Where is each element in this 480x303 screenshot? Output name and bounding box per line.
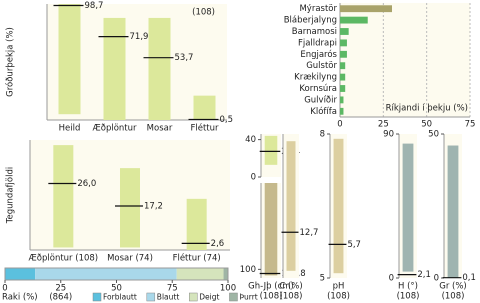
bar xyxy=(340,50,347,58)
y-tick-label: 0 xyxy=(389,274,394,284)
x-tick-label: Æðplöntur xyxy=(92,124,137,134)
bar xyxy=(340,85,346,92)
x-tick-label: 0 xyxy=(337,120,342,130)
y-tick-label: Mýrastör xyxy=(299,4,337,14)
annotation: (108) xyxy=(397,292,420,302)
y-tick-label: Klófífa xyxy=(310,106,337,117)
y-tick-label: Bláberjalyng xyxy=(284,16,337,26)
value-label: 53,7 xyxy=(175,53,194,63)
y-tick-label: 50 xyxy=(428,130,439,140)
value-label: 17,2 xyxy=(144,202,163,212)
range-bar xyxy=(120,168,140,248)
value-label: 5,7 xyxy=(347,240,361,250)
x-tick-label: Mosar xyxy=(147,124,173,134)
x-tick-label: 25 xyxy=(378,120,389,130)
annotation: (108) xyxy=(280,292,303,302)
x-tick-label: 50 xyxy=(111,284,122,294)
value-label: 2,1 xyxy=(417,270,431,280)
value-label: 71,9 xyxy=(130,32,149,42)
annotation: (108) xyxy=(327,292,350,302)
x-tick-label: Mosar (74) xyxy=(107,254,153,264)
range-bar xyxy=(402,143,414,272)
legend-label: Forblautt xyxy=(103,293,137,302)
legend-swatch xyxy=(92,292,102,302)
x-tick-label: Heild xyxy=(59,124,81,134)
legend-swatch xyxy=(146,292,156,302)
bar xyxy=(340,107,344,115)
y-tick-label: Fjalldrapi xyxy=(298,38,337,48)
bar-segment xyxy=(5,268,36,280)
x-tick-label: pH xyxy=(333,282,345,292)
value-label: 26,0 xyxy=(77,179,96,189)
range-bar xyxy=(186,198,207,250)
range-bar xyxy=(103,17,126,121)
x-tick-label: Æðplöntur (108) xyxy=(29,254,99,264)
x-tick-label: 0 xyxy=(2,284,7,294)
bar-segment xyxy=(176,268,224,280)
x-tick-label: Fléttur (74) xyxy=(173,253,221,264)
y-axis-label: Gróðurþekja (%) xyxy=(5,27,16,97)
range-bar xyxy=(264,135,278,165)
legend-label: Blautt xyxy=(157,293,180,302)
y-tick-label: 90 xyxy=(383,130,394,140)
bar xyxy=(340,5,392,13)
x-tick-label: Gr (%) xyxy=(439,282,467,292)
y-tick-label: Gulstör xyxy=(306,61,337,71)
annotation: (864) xyxy=(49,293,72,303)
annotation: (108) xyxy=(260,292,283,302)
x-tick-label: 75 xyxy=(465,120,476,130)
range-bar xyxy=(53,145,74,248)
range-bar xyxy=(193,95,216,120)
bar xyxy=(340,73,346,81)
x-tick-label: H (°) xyxy=(398,282,418,292)
legend-label: Deigt xyxy=(199,293,219,302)
range-bar xyxy=(447,145,459,278)
range-bar xyxy=(148,17,171,121)
y-tick-label: Engjarós xyxy=(300,49,337,60)
value-label: 0,1 xyxy=(462,273,476,283)
bar xyxy=(340,16,368,24)
x-axis-label: Raki (%) xyxy=(2,293,38,303)
y-tick-label: Krækilyng xyxy=(294,73,337,83)
range-bar xyxy=(58,4,81,115)
value-label: 98,7 xyxy=(85,1,104,11)
bar xyxy=(340,62,346,70)
range-bar xyxy=(286,141,296,271)
range-bar xyxy=(264,183,278,276)
range-bar xyxy=(333,138,344,274)
y-tick-label: Kornsúra xyxy=(299,84,337,94)
legend-swatch xyxy=(229,292,238,302)
x-tick-label: Fléttur xyxy=(190,123,219,134)
bar-segment xyxy=(223,268,228,280)
legend-swatch xyxy=(189,292,198,302)
x-tick-label: Gh-Jþ (cm) xyxy=(248,282,294,292)
y-tick-label: 8 xyxy=(320,130,325,140)
y-tick-label: Barnamosi xyxy=(292,27,337,37)
bar xyxy=(340,28,349,35)
y-tick-label: 0 xyxy=(251,173,256,183)
y-tick-label: Gulvíðir xyxy=(304,95,337,105)
y-tick-label: 100 xyxy=(240,265,256,275)
x-tick-label: C (%) xyxy=(279,282,302,292)
x-tick-label: 100 xyxy=(220,284,236,294)
y-tick-label: 40 xyxy=(245,135,256,145)
bar-segment xyxy=(35,268,177,280)
x-axis-label: Ríkjandi í þekju (%) xyxy=(386,104,468,114)
annotation: (108) xyxy=(442,292,465,302)
value-label: 2,6 xyxy=(211,239,225,249)
y-tick-label: 5 xyxy=(320,274,325,284)
bar xyxy=(340,96,344,104)
value-label: 12,7 xyxy=(300,228,319,238)
bar xyxy=(340,39,347,47)
x-tick-label: 50 xyxy=(421,120,432,130)
x-tick-label: 25 xyxy=(55,284,66,294)
legend-label: Þurrt xyxy=(239,293,257,302)
x-tick-label: 75 xyxy=(167,284,178,294)
y-axis-label: Tegundafjöldi xyxy=(6,167,16,224)
value-label: 0,5 xyxy=(220,115,234,125)
annotation: (108) xyxy=(192,8,215,18)
y-tick-label: 0 xyxy=(434,274,439,284)
